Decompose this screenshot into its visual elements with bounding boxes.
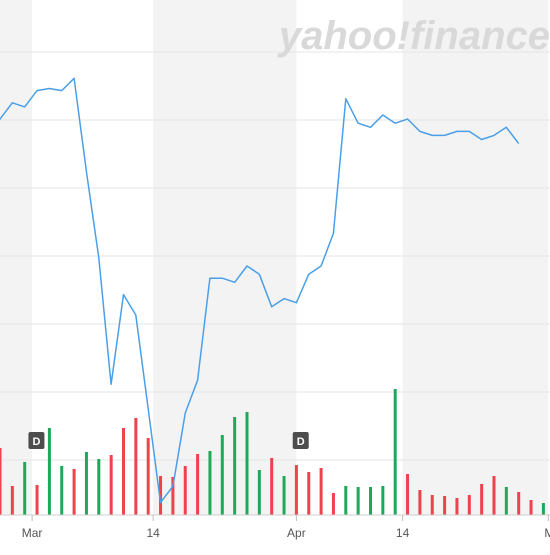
volume-bar (10, 486, 14, 515)
volume-bar (72, 469, 76, 515)
volume-bar (430, 495, 434, 515)
x-axis: Mar 14 Apr 14 M (0, 514, 550, 540)
volume-bar (183, 466, 187, 515)
volume-bar (270, 458, 274, 515)
volume-bar (319, 468, 323, 515)
volume-bar (443, 496, 447, 515)
volume-bar (220, 435, 224, 515)
volume-bar (294, 465, 298, 515)
volume-bar (467, 495, 471, 515)
shaded-month-bands (0, 0, 549, 515)
volume-bar (492, 476, 496, 515)
volume-bar (97, 459, 101, 515)
volume-bar (381, 486, 385, 515)
volume-bar (134, 418, 138, 515)
yahoo-finance-logo: yahoo!finance (277, 14, 550, 58)
volume-bar (159, 476, 163, 515)
volume-bar (455, 498, 459, 515)
dividend-marker[interactable] (28, 432, 45, 449)
volume-bar (196, 454, 200, 515)
volume-bar (35, 485, 39, 515)
volume-bar (122, 428, 125, 515)
volume-bar (356, 487, 360, 515)
x-tick-label: 14 (396, 526, 410, 540)
volume-bar (529, 500, 533, 515)
volume-bar (307, 472, 311, 515)
volume-bar (23, 462, 27, 515)
volume-bar (406, 474, 410, 515)
horizontal-gridlines (0, 51, 550, 461)
volume-bar (418, 490, 422, 515)
volume-bar (393, 389, 397, 515)
volume-bar (257, 470, 261, 515)
dividend-marker-label: D (297, 436, 305, 448)
price-line[interactable] (0, 77, 520, 504)
volume-bar (331, 493, 335, 515)
volume-bar (233, 417, 237, 515)
month-band (402, 0, 549, 515)
month-band (0, 0, 33, 515)
volume-bar (344, 486, 348, 515)
volume-bar (171, 477, 175, 515)
volume-bar (146, 438, 150, 515)
x-tick-label: Mar (22, 526, 43, 540)
volume-bar (369, 487, 372, 515)
price-line-group (0, 77, 520, 504)
dividend-marker[interactable] (292, 432, 309, 449)
volume-bar (109, 455, 113, 515)
volume-bar (517, 492, 521, 515)
x-tick-label: M (544, 526, 550, 540)
volume-bar (504, 487, 508, 515)
volume-bar (480, 484, 484, 515)
volume-bar (84, 452, 88, 515)
volume-bar (282, 476, 286, 515)
volume-bar (541, 503, 545, 515)
dividend-marker-label: D (32, 436, 40, 448)
x-tick-label: Apr (287, 526, 306, 540)
x-tick-label: 14 (146, 526, 160, 540)
volume-bar (0, 448, 2, 515)
volume-bars (0, 389, 545, 515)
volume-bar (208, 451, 212, 515)
month-band (153, 0, 297, 515)
volume-bar (245, 412, 249, 515)
volume-bar (47, 428, 51, 515)
volume-bar (60, 466, 64, 515)
